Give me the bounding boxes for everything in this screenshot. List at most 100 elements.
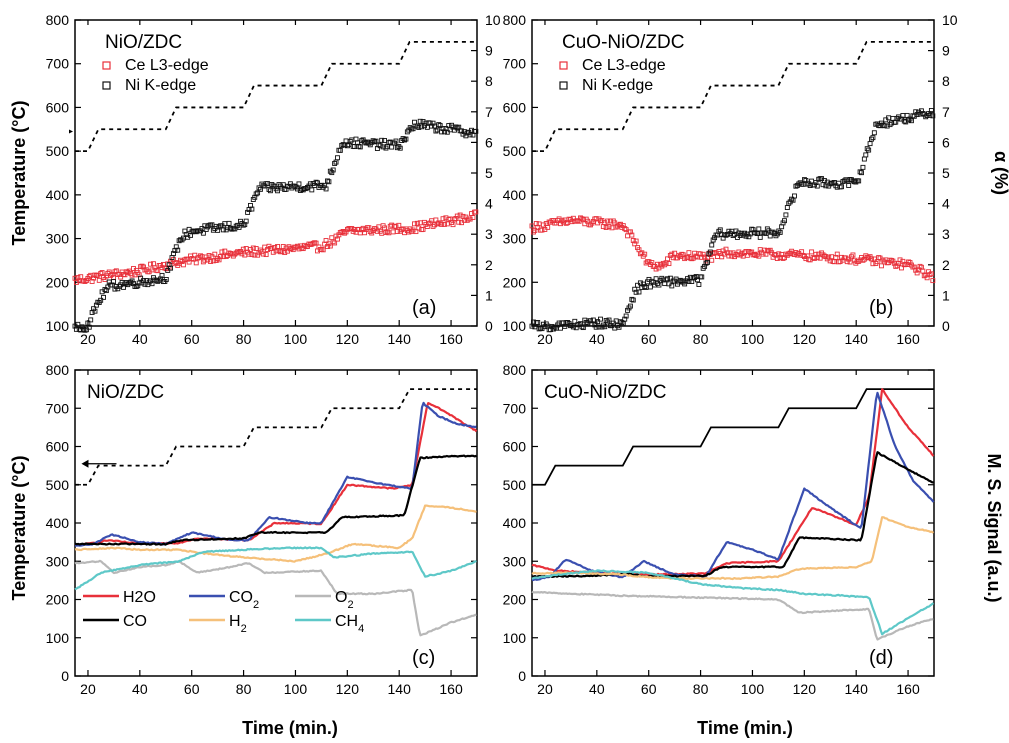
y2-tick-label: 3	[942, 226, 950, 242]
data-point	[92, 272, 98, 278]
series-ce-l3-edge	[529, 215, 936, 284]
data-point	[543, 221, 549, 226]
data-point	[876, 255, 882, 261]
data-point	[726, 253, 732, 259]
data-point	[774, 256, 780, 261]
data-point	[279, 249, 285, 255]
x-tick-label: 60	[184, 331, 200, 347]
data-point	[330, 239, 336, 245]
data-point	[573, 325, 579, 331]
data-point	[88, 317, 94, 323]
data-point	[186, 226, 192, 232]
data-point	[382, 225, 387, 231]
data-point	[869, 256, 874, 262]
data-point	[454, 125, 460, 131]
series-co2	[75, 401, 477, 547]
data-point	[645, 259, 650, 265]
data-point	[282, 250, 288, 256]
legend-marker	[102, 81, 111, 90]
data-point	[737, 252, 743, 258]
x-axis-label-right: Time (min.)	[697, 718, 793, 738]
x-tick-label: 80	[693, 331, 709, 347]
data-point	[627, 303, 633, 309]
data-point	[904, 112, 910, 118]
legend-marker	[559, 61, 568, 70]
data-point	[263, 252, 269, 258]
data-point	[270, 249, 276, 255]
data-point	[203, 226, 209, 232]
data-point	[96, 277, 102, 283]
y2-tick-label: 2	[942, 257, 950, 273]
data-point	[830, 180, 836, 186]
data-point	[277, 249, 283, 255]
data-point	[699, 274, 705, 280]
data-point	[774, 231, 780, 237]
data-point	[636, 289, 642, 295]
data-point	[320, 247, 326, 253]
data-point	[578, 321, 583, 327]
data-point	[928, 271, 934, 277]
data-point	[430, 223, 436, 229]
data-point	[630, 297, 636, 303]
data-point	[163, 277, 169, 282]
x-tick-label: 60	[641, 681, 657, 697]
data-point	[593, 324, 599, 330]
data-point	[802, 177, 807, 183]
data-point	[131, 281, 136, 287]
x-tick-label: 40	[589, 681, 605, 697]
data-point	[220, 227, 226, 233]
data-point	[248, 247, 253, 252]
data-point	[252, 194, 258, 200]
data-point	[535, 320, 541, 325]
data-point	[727, 250, 733, 256]
series-line	[531, 590, 934, 641]
data-point	[793, 250, 799, 255]
y-tick-label: 500	[503, 477, 527, 493]
data-point	[349, 137, 355, 143]
data-point	[436, 122, 442, 128]
y-tick-label: 800	[503, 12, 527, 28]
data-point	[660, 260, 666, 266]
y-tick-label: 800	[503, 362, 527, 378]
data-point	[619, 320, 625, 325]
y2-tick-label: 2	[485, 257, 493, 273]
data-point	[716, 228, 722, 234]
data-point	[433, 217, 439, 223]
data-point	[250, 245, 256, 251]
data-point	[75, 321, 81, 327]
data-point	[703, 260, 709, 266]
panel-title: CuO-NiO/ZDC	[562, 32, 684, 53]
x-tick-label: 20	[537, 331, 553, 347]
data-point	[622, 226, 628, 232]
data-point	[633, 238, 639, 244]
data-point	[579, 324, 585, 330]
data-point	[906, 259, 912, 265]
data-point	[309, 187, 315, 193]
data-point	[757, 247, 763, 253]
data-point	[918, 108, 924, 114]
x-tick-label: 120	[793, 331, 817, 347]
data-point	[442, 129, 447, 135]
data-point	[266, 187, 272, 192]
y2-tick-label: 6	[942, 134, 950, 150]
data-point	[629, 232, 635, 238]
y-tick-label: 700	[46, 400, 70, 416]
series-o2	[74, 559, 477, 637]
data-point	[643, 260, 649, 266]
data-point	[416, 124, 422, 130]
series-ce-l3-edge	[72, 209, 479, 285]
data-point	[813, 180, 819, 186]
y2-tick-label: 1	[942, 287, 950, 303]
series-line	[531, 391, 935, 582]
y2-tick-label: 8	[485, 73, 493, 89]
series-line	[75, 401, 477, 547]
data-point	[889, 257, 894, 263]
data-point	[870, 135, 876, 141]
y-tick-label: 200	[503, 592, 527, 608]
data-point	[620, 223, 626, 229]
data-point	[223, 254, 229, 259]
data-point	[335, 155, 340, 161]
data-point	[98, 297, 104, 303]
data-point	[166, 262, 172, 268]
data-point	[669, 251, 675, 257]
